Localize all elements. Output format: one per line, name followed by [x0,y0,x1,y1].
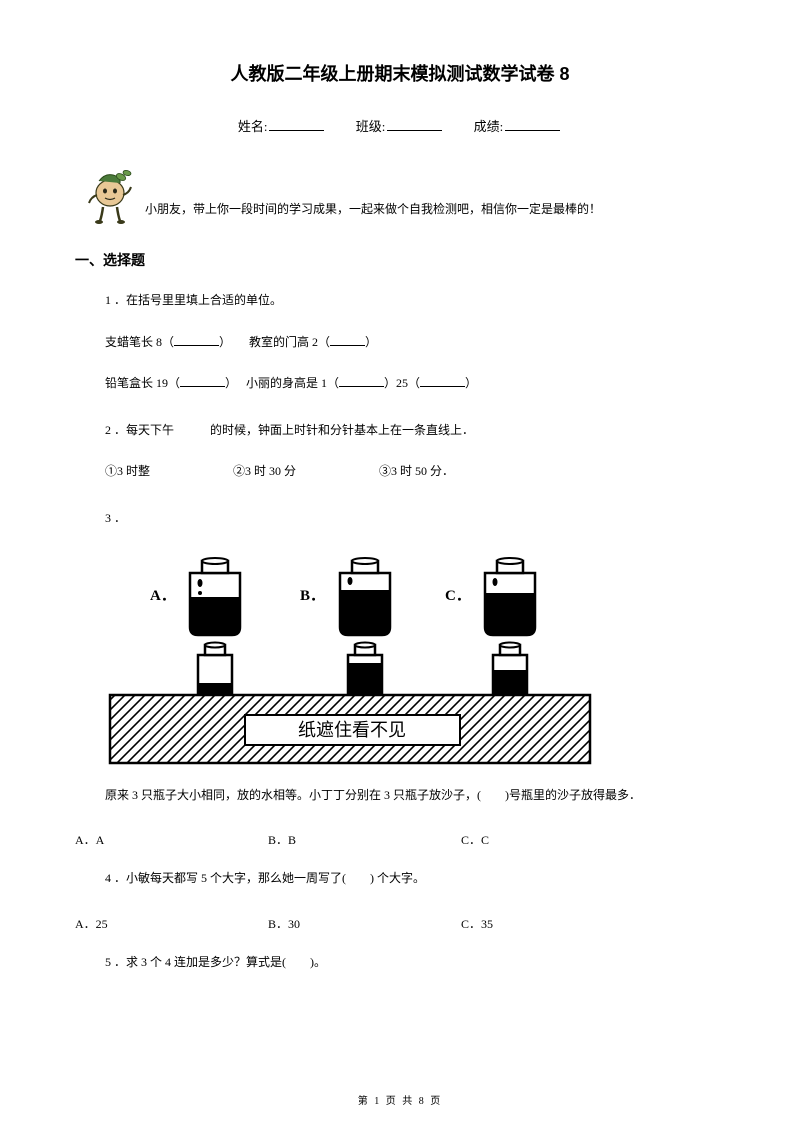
fig-label-a: A． [150,588,176,604]
q3-desc-row: 原来 3 只瓶子大小相同，放的水相等。小丁丁分别在 3 只瓶子放沙子，( )号瓶… [105,785,725,807]
page-title: 人教版二年级上册期末模拟测试数学试卷 8 [75,60,725,86]
q1-line1: 支蜡笔长 8（） 教室的门高 2（） [105,332,725,354]
q1-blank-2[interactable] [330,345,365,346]
section-heading-1: 一、选择题 [75,250,725,270]
name-label: 姓名: [238,119,268,134]
question-4: 4 ．小敏每天都写 5 个大字，那么她一周写了( ) 个大字。 [105,868,725,890]
class-blank[interactable] [387,130,442,131]
q3-opt-b: B．B [268,831,458,848]
fig-caption: 纸遮住看不见 [298,720,406,740]
q2-opt-1: ①3 时整 [105,461,150,483]
question-1: 1 ．在括号里里填上合适的单位。 支蜡笔长 8（） 教室的门高 2（） 铅笔盒长… [105,290,725,395]
q2-options: ①3 时整 ②3 时 30 分 ③3 时 50 分． [105,461,725,483]
q5-stem: 5 ．求 3 个 4 连加是多少？算式是( )。 [105,952,725,974]
info-line: 姓名: 班级: 成绩: [75,116,725,135]
q4-opt-a: A．25 [75,915,265,932]
q1-blank-4[interactable] [339,386,384,387]
q3-desc: 原来 3 只瓶子大小相同，放的水相等。小丁丁分别在 3 只瓶子放沙子，( )号瓶… [105,785,725,807]
q4-stem: 4 ．小敏每天都写 5 个大字，那么她一周写了( ) 个大字。 [105,868,725,890]
q2-stem: 2 ．每天下午 的时候，钟面上时针和分针基本上在一条直线上． [105,420,725,442]
q1-blank-5[interactable] [420,386,465,387]
q3-opt-c: C．C [461,831,489,848]
question-3: 3 ． [105,508,725,530]
mascot-icon [85,165,135,225]
fig-label-b: B． [300,588,325,604]
q1-blank-3[interactable] [180,386,225,387]
class-label: 班级: [356,119,386,134]
name-blank[interactable] [269,130,324,131]
q2-opt-2: ②3 时 30 分 [233,461,296,483]
q2-opt-3: ③3 时 50 分． [379,461,454,483]
q3-opt-a: A．A [75,831,265,848]
q3-stem: 3 ． [105,508,725,530]
question-2: 2 ．每天下午 的时候，钟面上时针和分针基本上在一条直线上． ①3 时整 ②3 … [105,420,725,483]
question-5: 5 ．求 3 个 4 连加是多少？算式是( )。 [105,952,725,974]
score-blank[interactable] [505,130,560,131]
q4-options: A．25 B．30 C．35 [75,915,725,932]
q4-opt-b: B．30 [268,915,458,932]
q1-stem: 1 ．在括号里里填上合适的单位。 [105,290,725,312]
encouragement-text: 小朋友，带上你一段时间的学习成果，一起来做个自我检测吧，相信你一定是最棒的！ [145,200,601,219]
q4-opt-c: C．35 [461,915,493,932]
q1-line2: 铅笔盒长 19（） 小丽的身高是 1（）25（） [105,373,725,395]
q3-options: A．A B．B C．C [75,831,725,848]
q1-blank-1[interactable] [174,345,219,346]
q3-figure: A． B． [105,555,725,770]
score-label: 成绩: [474,119,504,134]
fig-label-c: C． [445,588,471,604]
page-footer: 第 1 页 共 8 页 [0,1092,800,1107]
